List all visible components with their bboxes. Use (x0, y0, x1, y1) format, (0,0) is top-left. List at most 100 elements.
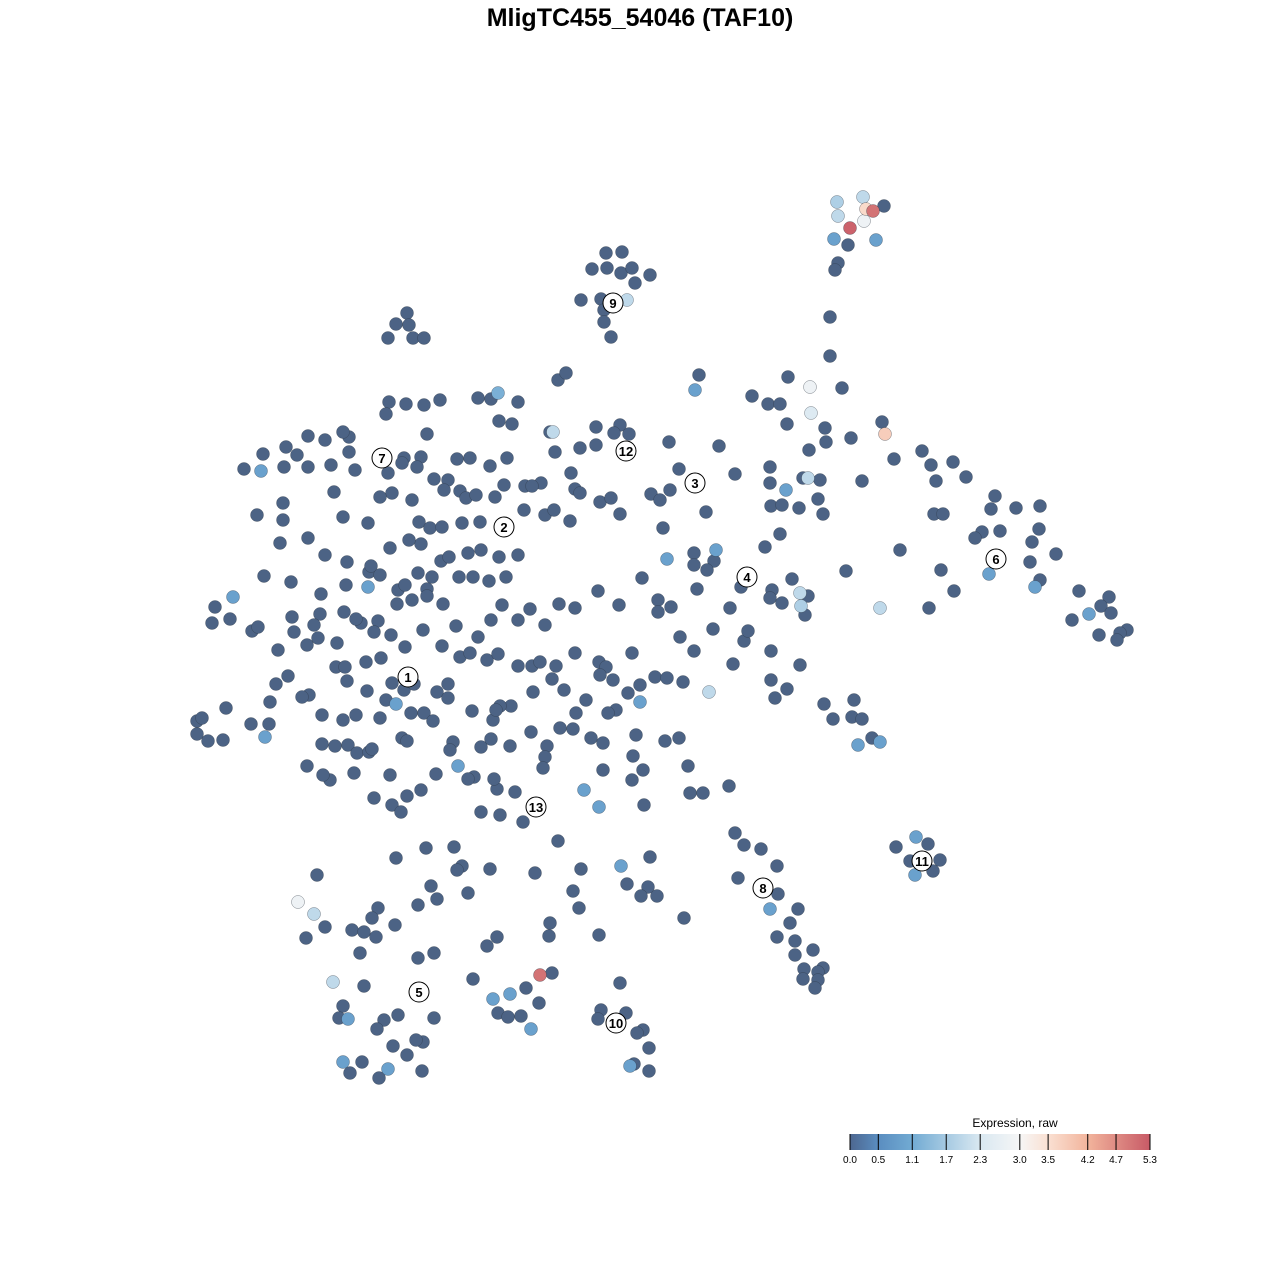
data-point (500, 451, 514, 465)
points-layer (190, 190, 1134, 1085)
data-point (276, 496, 290, 510)
data-point (557, 683, 571, 697)
data-point (427, 946, 441, 960)
cluster-label-circle (371, 447, 393, 469)
data-point (866, 204, 880, 218)
data-point (361, 580, 375, 594)
data-point (612, 598, 626, 612)
data-point (728, 467, 742, 481)
data-point (658, 734, 672, 748)
data-point (572, 901, 586, 915)
data-point (1033, 499, 1047, 513)
data-point (410, 460, 424, 474)
data-point (318, 548, 332, 562)
data-point (545, 966, 559, 980)
data-point (400, 789, 414, 803)
data-point (516, 815, 530, 829)
data-point (542, 929, 556, 943)
data-point (662, 435, 676, 449)
data-point (547, 503, 561, 517)
data-point (968, 531, 982, 545)
data-point (761, 397, 775, 411)
data-point (804, 406, 818, 420)
data-point (660, 552, 674, 566)
data-point (758, 540, 772, 554)
data-point (593, 668, 607, 682)
data-point (959, 470, 973, 484)
data-point (660, 671, 674, 685)
data-point (484, 732, 498, 746)
data-point (764, 673, 778, 687)
cluster-label-circle (525, 796, 547, 818)
data-point (201, 734, 215, 748)
legend-colorbar (850, 1134, 1150, 1150)
data-point (591, 1012, 605, 1026)
data-point (505, 417, 519, 431)
data-point (429, 767, 443, 781)
data-point (519, 981, 533, 995)
data-point (915, 444, 929, 458)
legend-tick-label: 0.0 (843, 1155, 857, 1166)
data-point (780, 682, 794, 696)
data-point (604, 491, 618, 505)
data-point (629, 728, 643, 742)
data-point (596, 763, 610, 777)
data-point (792, 501, 806, 515)
data-point (370, 1022, 384, 1036)
data-point (480, 653, 494, 667)
data-point (474, 740, 488, 754)
data-point (404, 706, 418, 720)
data-point (726, 657, 740, 671)
data-point (313, 607, 327, 621)
data-point (343, 1066, 357, 1080)
data-point (381, 331, 395, 345)
data-point (367, 791, 381, 805)
data-point (857, 214, 871, 228)
data-point (1094, 599, 1108, 613)
data-point (946, 455, 960, 469)
data-point (501, 1010, 515, 1024)
data-point (642, 1041, 656, 1055)
data-point (237, 462, 251, 476)
cluster-label-circle (397, 666, 419, 688)
legend-tick-label: 4.2 (1081, 1155, 1095, 1166)
data-point (559, 366, 573, 380)
cluster-label-3: 3 (684, 472, 706, 494)
legend-tick-label: 4.7 (1109, 1155, 1123, 1166)
data-point (831, 209, 845, 223)
data-point (383, 541, 397, 555)
data-point (728, 826, 742, 840)
data-point (511, 548, 525, 562)
data-point (589, 438, 603, 452)
data-point (592, 928, 606, 942)
data-point (806, 943, 820, 957)
data-point (635, 571, 649, 585)
data-point (341, 1012, 355, 1026)
data-point (712, 439, 726, 453)
cluster-label-circle (684, 472, 706, 494)
data-point (936, 507, 950, 521)
data-point (779, 483, 793, 497)
data-point (373, 568, 387, 582)
data-point (606, 673, 620, 687)
data-point (699, 505, 713, 519)
data-point (579, 693, 593, 707)
data-point (441, 677, 455, 691)
data-point (793, 586, 807, 600)
data-point (416, 623, 430, 637)
data-point (390, 597, 404, 611)
data-point (336, 713, 350, 727)
data-point (856, 190, 870, 204)
data-point (775, 596, 789, 610)
data-point (600, 261, 614, 275)
data-point (773, 527, 787, 541)
data-point (474, 543, 488, 557)
data-point (483, 459, 497, 473)
data-point (269, 677, 283, 691)
data-point (442, 550, 456, 564)
data-point (355, 1055, 369, 1069)
data-point (395, 456, 409, 470)
data-point (802, 443, 816, 457)
data-point (503, 987, 517, 1001)
data-point (258, 730, 272, 744)
